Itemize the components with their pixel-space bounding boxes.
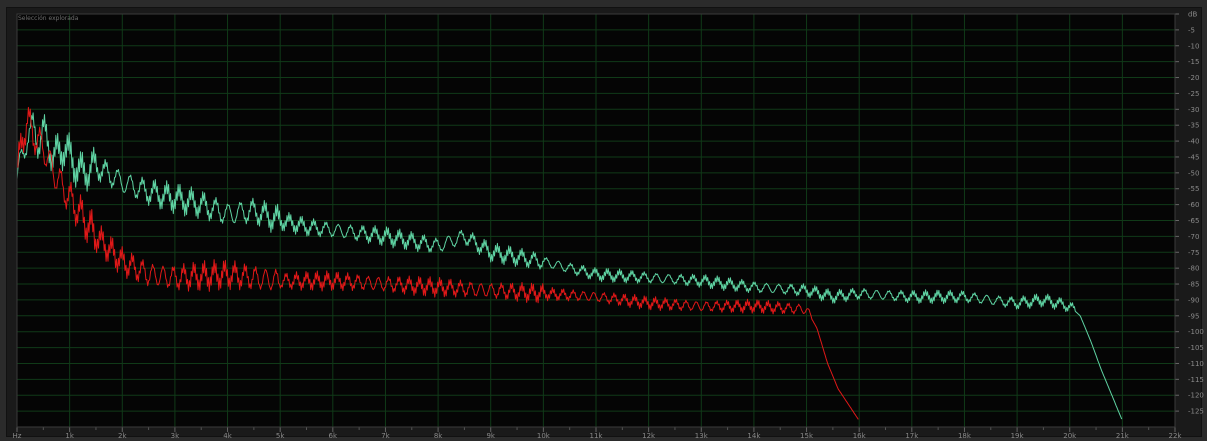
x-tick-label: 20k: [1063, 432, 1077, 440]
x-tick-label: 22k: [1169, 432, 1183, 440]
x-tick-label: 7k: [381, 432, 390, 440]
x-tick-label: 8k: [434, 432, 443, 440]
y-tick-label: -25: [1188, 90, 1199, 98]
x-tick-label: 11k: [590, 432, 604, 440]
y-tick-label: -105: [1188, 344, 1204, 352]
y-tick-label: -125: [1188, 408, 1204, 416]
plot-border: [16, 13, 1176, 428]
x-tick-label: 2k: [118, 432, 127, 440]
y-tick-label: -110: [1188, 360, 1204, 368]
y-tick-label: -95: [1188, 312, 1199, 320]
y-tick-label: -70: [1188, 233, 1199, 241]
y-tick-label: -10: [1188, 42, 1199, 50]
series-line: [16, 112, 1123, 420]
y-tick-label: -85: [1188, 281, 1199, 289]
x-tick-label: 4k: [223, 432, 232, 440]
x-tick-label: 15k: [800, 432, 814, 440]
x-tick-label: 18k: [958, 432, 972, 440]
x-tick-label: 17k: [905, 432, 919, 440]
y-tick-label: -115: [1188, 376, 1204, 384]
x-tick-label: 14k: [747, 432, 761, 440]
x-tick-label: 12k: [642, 432, 656, 440]
y-tick-label: -50: [1188, 169, 1199, 177]
x-axis-ticks: Hz 1k 2k 3k 4k 5k 6k 7k 8k 9k 10k 11k 12k 13k 14k 15k 16…: [13, 427, 1183, 440]
y-tick-label: -15: [1188, 58, 1199, 66]
y-tick-label: -5: [1188, 26, 1195, 34]
y-tick-label: -40: [1188, 138, 1199, 146]
x-tick-label: 13k: [695, 432, 709, 440]
grid: [16, 14, 1176, 427]
y-tick-label: -75: [1188, 249, 1199, 257]
y-tick-label: -60: [1188, 201, 1199, 209]
x-tick-label: 19k: [1011, 432, 1025, 440]
x-tick-label: 6k: [329, 432, 338, 440]
y-tick-label: -100: [1188, 328, 1204, 336]
y-tick-label: -35: [1188, 122, 1199, 130]
y-tick-label: -90: [1188, 296, 1199, 304]
y-tick-label: -55: [1188, 185, 1199, 193]
y-tick-label: -30: [1188, 106, 1199, 114]
y-tick-label: -80: [1188, 265, 1199, 273]
y-tick-label: -65: [1188, 217, 1199, 225]
x-tick-label: 3k: [171, 432, 180, 440]
x-tick-label: 1k: [65, 432, 74, 440]
series-line: [16, 106, 859, 420]
x-tick-label: 5k: [276, 432, 285, 440]
y-tick-label: -120: [1188, 392, 1204, 400]
y-tick-label: dB: [1188, 11, 1197, 19]
y-tick-label: -20: [1188, 74, 1199, 82]
x-tick-label: Hz: [13, 432, 22, 440]
selection-label: Selección explorada: [18, 15, 79, 22]
y-axis-ticks: dB -5 -10 -15 -20 -25 -30 -35 -40 -45 -50 -55 -60 -65…: [1175, 11, 1204, 416]
series-lines: [16, 106, 1123, 420]
x-tick-label: 16k: [853, 432, 867, 440]
x-tick-label: 21k: [1116, 432, 1130, 440]
x-tick-label: 10k: [537, 432, 551, 440]
y-tick-label: -45: [1188, 153, 1199, 161]
x-tick-label: 9k: [486, 432, 495, 440]
